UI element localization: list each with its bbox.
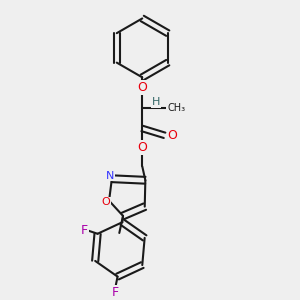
Text: O: O <box>137 141 147 154</box>
Text: O: O <box>137 81 147 94</box>
Text: F: F <box>112 286 118 299</box>
Text: H: H <box>152 97 160 107</box>
Text: CH₃: CH₃ <box>167 103 185 113</box>
Text: O: O <box>168 129 178 142</box>
Text: N: N <box>106 171 115 181</box>
Text: F: F <box>81 224 88 237</box>
Text: O: O <box>102 197 110 207</box>
